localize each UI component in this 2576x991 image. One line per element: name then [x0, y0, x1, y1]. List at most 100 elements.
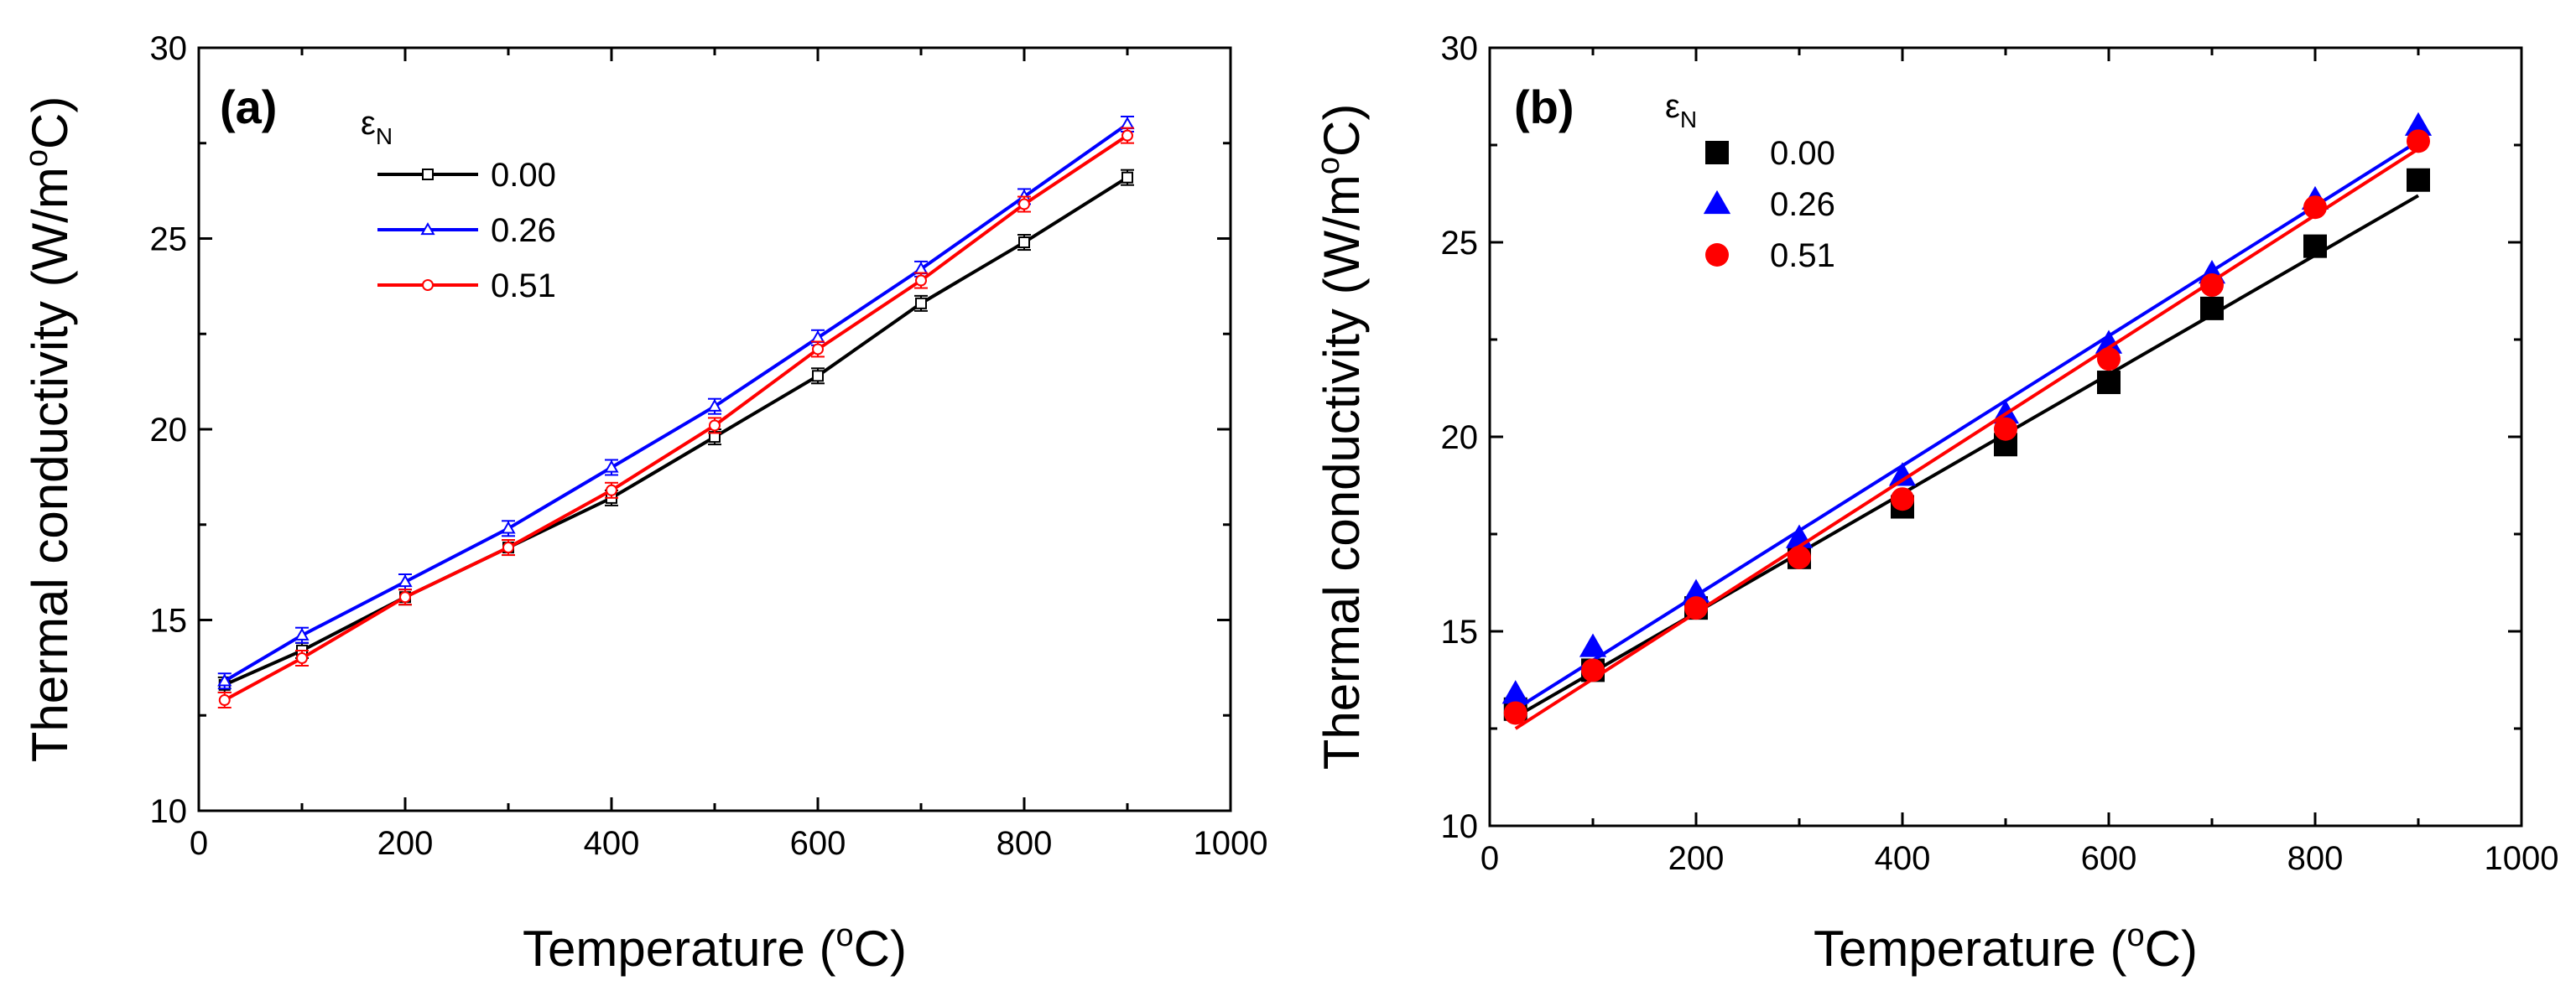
panel-label: (b) — [1514, 80, 1574, 133]
axis-ticks: 0 200 400 600 800 1000 10 15 20 25 30 — [1441, 30, 2559, 877]
data-point — [2404, 112, 2433, 136]
chart-panel-b: (b) 0 200 400 600 800 1000 10 15 20 25 30 Temperat… — [1311, 30, 2558, 977]
y-tick-label: 10 — [150, 793, 188, 830]
data-point — [1120, 117, 1135, 130]
data-point — [217, 673, 232, 687]
legend-item: 0.51 — [1705, 237, 1835, 274]
series-0.51 — [217, 127, 1134, 709]
data-point — [2097, 347, 2121, 371]
data-point — [606, 484, 617, 496]
x-tick-label: 800 — [997, 825, 1053, 862]
legend-marker — [1703, 189, 1731, 215]
series-line — [223, 122, 1129, 683]
data-point — [1788, 545, 1811, 569]
data-point — [2200, 296, 2224, 320]
y-axis-title-sup: o — [19, 149, 55, 167]
legend-item: 0.26 — [1703, 186, 1835, 223]
data-point — [1501, 680, 1529, 704]
data-point — [707, 398, 722, 412]
data-point — [812, 370, 824, 382]
legend-marker — [420, 222, 435, 236]
data-point — [1018, 198, 1030, 210]
data-point — [296, 652, 308, 664]
data-point — [2303, 195, 2327, 220]
legend-item: 0.00 — [1705, 135, 1835, 172]
x-axis-title-sup: o — [836, 918, 854, 953]
y-axis-title-suffix: C) — [1314, 104, 1370, 157]
data-layer — [1501, 112, 2433, 730]
y-axis-title: Thermal conductivity (W/moC) — [19, 96, 78, 763]
data-point — [709, 419, 721, 432]
data-point — [915, 274, 927, 287]
x-tick-label: 400 — [1875, 840, 1931, 877]
series-0.26 — [1501, 112, 2433, 711]
legend-title: εN — [361, 105, 393, 149]
data-point — [1994, 417, 2017, 441]
legend: εN 0.00 0.26 0.51 — [1665, 88, 1835, 274]
x-tick-label: 1000 — [2485, 840, 2559, 877]
y-axis-title-prefix: Thermal conductivity (W/m — [22, 167, 78, 762]
x-axis-title-suffix: C) — [854, 921, 907, 977]
legend-items: 0.00 0.26 0.51 — [377, 157, 556, 304]
x-tick-label: 1000 — [1194, 825, 1268, 862]
fit-line — [1514, 194, 2420, 719]
legend-title-main: ε — [1665, 88, 1680, 125]
legend-item: 0.00 — [377, 157, 556, 194]
x-tick-label: 0 — [1481, 840, 1499, 877]
data-point — [2407, 168, 2430, 192]
y-tick-label: 10 — [1441, 808, 1479, 845]
x-axis-title: Temperature (oC) — [523, 918, 907, 977]
series-0.00 — [1503, 168, 2430, 721]
data-point — [2095, 329, 2123, 354]
data-point — [1121, 171, 1133, 184]
data-point — [502, 542, 514, 554]
axis-ticks: 0 200 400 600 800 1000 10 15 20 25 30 — [150, 30, 1268, 862]
series-0.26 — [217, 116, 1135, 690]
data-point — [1684, 596, 1708, 620]
fit-line — [1514, 147, 2420, 730]
x-axis-title-prefix: Temperature ( — [1814, 921, 2126, 977]
data-point — [1682, 579, 1710, 603]
x-tick-label: 600 — [2081, 840, 2137, 877]
x-tick-label: 200 — [377, 825, 434, 862]
y-tick-label: 15 — [1441, 614, 1479, 651]
data-point — [1503, 701, 1527, 725]
y-tick-label: 25 — [1441, 225, 1479, 262]
data-point — [1581, 658, 1605, 682]
x-tick-label: 200 — [1668, 840, 1725, 877]
panel-label: (a) — [220, 80, 277, 133]
data-point — [2303, 234, 2327, 258]
legend-title-sub: N — [1680, 106, 1697, 132]
x-tick-label: 400 — [584, 825, 640, 862]
data-point — [812, 343, 824, 355]
data-layer — [217, 116, 1135, 709]
legend-label: 0.00 — [491, 157, 556, 194]
y-axis-title-suffix: C) — [22, 96, 78, 149]
legend-title: εN — [1665, 88, 1697, 132]
data-point — [604, 459, 619, 473]
x-axis-title-prefix: Temperature ( — [523, 921, 835, 977]
y-tick-label: 20 — [1441, 419, 1479, 456]
x-tick-label: 0 — [190, 825, 208, 862]
y-axis-title-prefix: Thermal conductivity (W/m — [1314, 174, 1370, 770]
legend-title-main: ε — [361, 105, 376, 142]
data-point — [1888, 462, 1917, 486]
y-tick-label: 30 — [1441, 30, 1479, 67]
data-point — [1579, 633, 1607, 657]
legend-label: 0.51 — [1770, 237, 1835, 274]
y-tick-label: 20 — [150, 412, 188, 449]
data-point — [2200, 273, 2224, 298]
data-point — [2407, 129, 2430, 153]
legend-label: 0.00 — [1770, 135, 1835, 172]
data-point — [2097, 371, 2121, 395]
y-tick-label: 15 — [150, 603, 188, 640]
data-point — [399, 591, 411, 604]
legend-label: 0.26 — [491, 212, 556, 249]
fit-line — [1514, 139, 2420, 711]
legend-label: 0.51 — [491, 267, 556, 304]
series-0.51 — [1503, 129, 2430, 730]
data-point — [1018, 236, 1030, 249]
y-tick-label: 25 — [150, 221, 188, 258]
data-point — [501, 521, 516, 534]
